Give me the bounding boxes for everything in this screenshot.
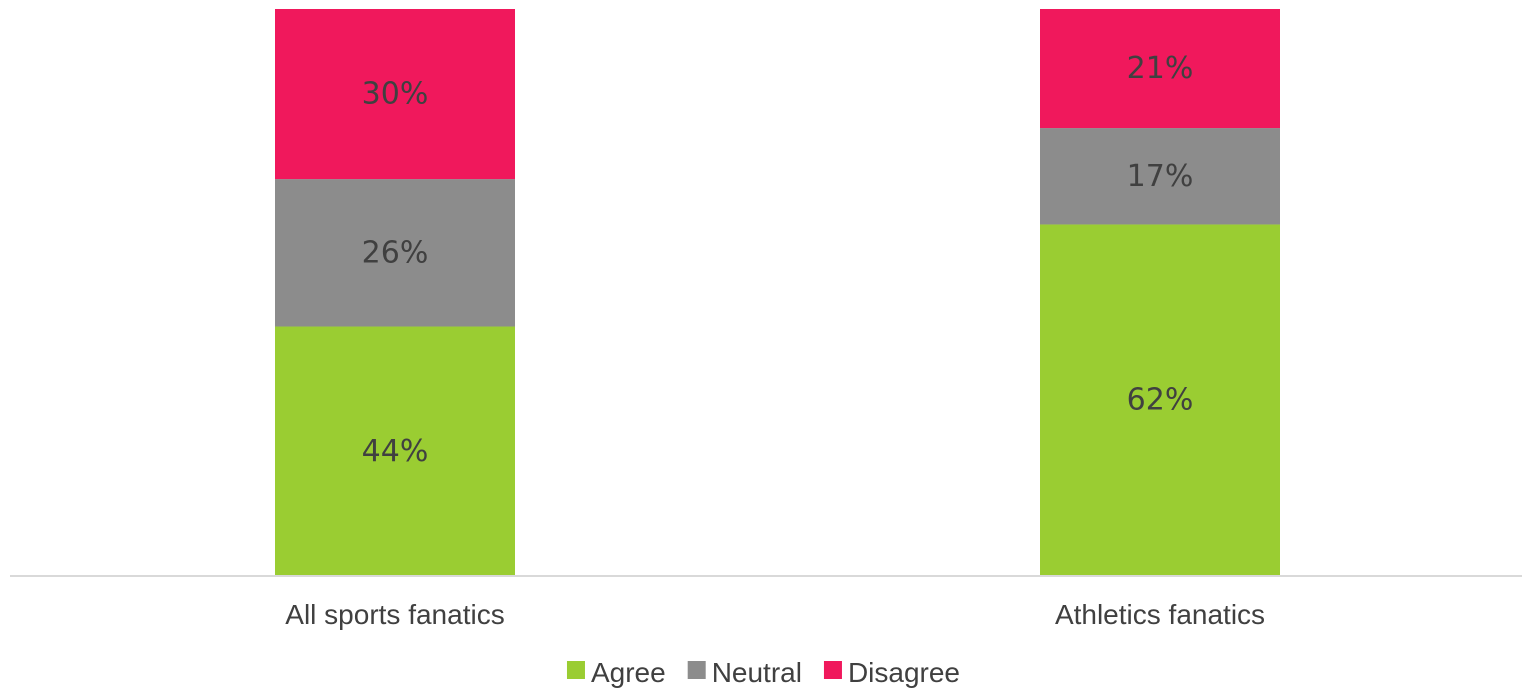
bar-segment-agree-1 <box>275 326 515 576</box>
legend-swatch-disagree <box>823 661 842 679</box>
bar-segment-agree-2 <box>1040 224 1280 576</box>
data-label-disagree-1: 30% <box>362 77 429 112</box>
data-label-neutral-2: 17% <box>1127 159 1194 194</box>
bar-segment-disagree-2 <box>1040 9 1280 129</box>
data-label-agree-2: 62% <box>1127 383 1194 418</box>
data-label-neutral-1: 26% <box>362 235 429 270</box>
legend-swatch-neutral <box>687 661 706 679</box>
category-label-2: Athletics fanatics <box>1055 599 1265 630</box>
legend-swatch-agree <box>566 661 585 679</box>
bar-segment-neutral-2 <box>1040 128 1280 225</box>
legend-label-disagree: Disagree <box>848 657 960 688</box>
bars-group: 44% 26% 30% 62% 17% 21% <box>275 9 1280 576</box>
bar-segment-neutral-1 <box>275 179 515 327</box>
data-label-agree-1: 44% <box>362 434 429 469</box>
bar-segment-disagree-1 <box>275 9 515 180</box>
category-label-1: All sports fanatics <box>285 599 504 630</box>
category-labels-group: All sports fanatics Athletics fanatics <box>285 599 1265 630</box>
data-label-disagree-2: 21% <box>1127 51 1194 86</box>
legend: Agree Neutral Disagree <box>566 657 960 688</box>
legend-label-neutral: Neutral <box>712 657 802 688</box>
legend-label-agree: Agree <box>591 657 666 688</box>
